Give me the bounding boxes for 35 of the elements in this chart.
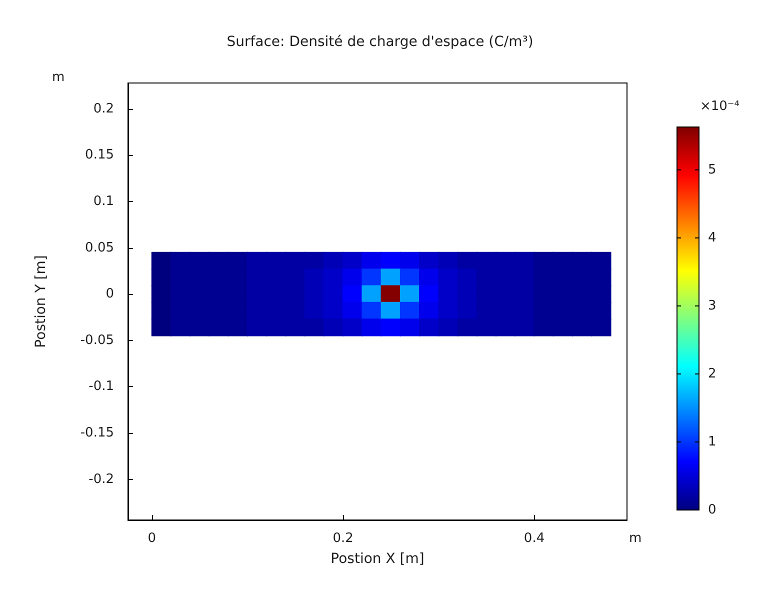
y-tick-label: -0.15	[80, 425, 114, 440]
point	[591, 268, 612, 286]
color-bar-label: 1	[708, 434, 716, 450]
point	[342, 318, 363, 336]
point	[362, 318, 382, 336]
text: m	[629, 531, 642, 546]
y-tick-label: 0.05	[85, 240, 114, 256]
y-tick-label: -0.1	[88, 379, 114, 394]
y-tick-label: -0.05	[80, 332, 114, 348]
y-tick-label: 0.2	[93, 101, 114, 116]
y-tick-label: 0	[106, 286, 114, 302]
color-bar-title: ×10⁻⁴	[700, 99, 740, 114]
x-axis-title: Postion X [m]	[330, 551, 424, 567]
y-tick-label: 0.1	[93, 194, 114, 210]
x-tick-label: 0.2	[332, 531, 354, 546]
point	[438, 318, 458, 336]
color-bar-label: 5	[708, 162, 716, 178]
color-bar-label: 2	[708, 366, 716, 382]
point	[323, 318, 344, 336]
y-tick-label: -0.2	[88, 472, 114, 487]
text: m	[52, 70, 65, 85]
y-axis-title: Postion Y [m]	[33, 255, 49, 348]
x-tick-label: 0	[148, 531, 156, 546]
color-bar-label: 0	[708, 502, 716, 518]
point	[151, 318, 172, 336]
y-tick-label: 0.15	[85, 148, 114, 163]
x-tick-label: 0.4	[524, 531, 545, 546]
chart-title: Surface: Densité de charge d'espace (C/m³)	[226, 34, 534, 50]
color-bar-label: 3	[708, 298, 716, 314]
color-bar-label: 4	[708, 230, 716, 246]
point	[400, 318, 420, 336]
point	[419, 318, 440, 336]
point	[591, 285, 612, 303]
point	[380, 318, 401, 336]
point	[591, 302, 612, 320]
